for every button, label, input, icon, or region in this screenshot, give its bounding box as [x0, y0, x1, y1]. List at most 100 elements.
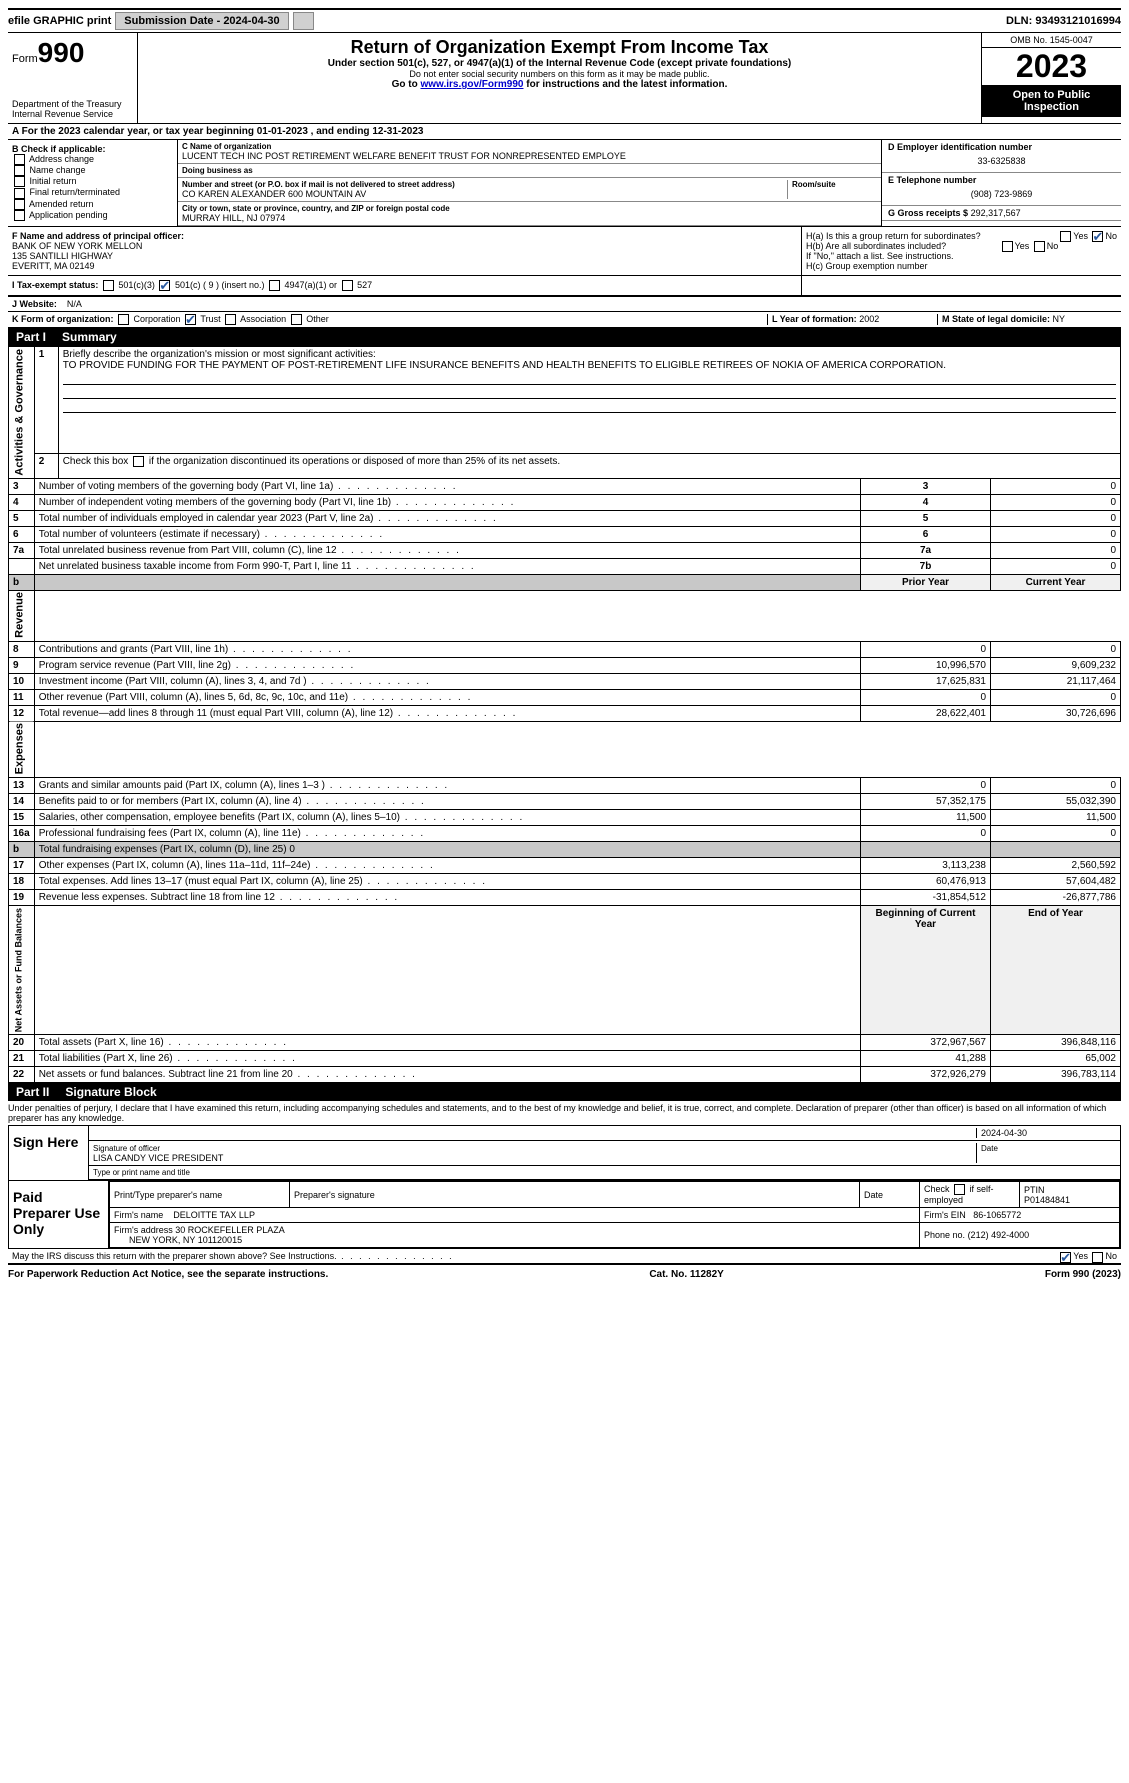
table-row: 9Program service revenue (Part VIII, lin… — [9, 657, 1121, 673]
table-row: bTotal fundraising expenses (Part IX, co… — [9, 842, 1121, 858]
chk-discontinued[interactable] — [133, 456, 144, 467]
table-row: 12Total revenue—add lines 8 through 11 (… — [9, 705, 1121, 721]
signature-declaration: Under penalties of perjury, I declare th… — [8, 1101, 1121, 1125]
page-footer: For Paperwork Reduction Act Notice, see … — [8, 1264, 1121, 1284]
chk-self-employed[interactable] — [954, 1184, 965, 1195]
form-subtitle-3: Go to www.irs.gov/Form990 for instructio… — [146, 79, 973, 90]
table-row: 17Other expenses (Part IX, column (A), l… — [9, 858, 1121, 874]
chk-corp[interactable] — [118, 314, 129, 325]
row-f-h: F Name and address of principal officer:… — [8, 227, 1121, 276]
chk-ha-no[interactable] — [1092, 231, 1103, 242]
omb-number: OMB No. 1545-0047 — [982, 33, 1121, 48]
chk-501c3[interactable] — [103, 280, 114, 291]
chk-other[interactable] — [291, 314, 302, 325]
ptin: P01484841 — [1024, 1195, 1070, 1205]
chk-address-change[interactable] — [14, 154, 25, 165]
chk-assoc[interactable] — [225, 314, 236, 325]
table-row: 15Salaries, other compensation, employee… — [9, 810, 1121, 826]
firm-phone: (212) 492-4000 — [968, 1230, 1030, 1240]
dln-label: DLN: 93493121016994 — [1006, 15, 1121, 27]
table-row: 14Benefits paid to or for members (Part … — [9, 794, 1121, 810]
firm-name: DELOITTE TAX LLP — [173, 1210, 255, 1220]
table-row: 19Revenue less expenses. Subtract line 1… — [9, 890, 1121, 906]
table-row: 20Total assets (Part X, line 16)372,967,… — [9, 1035, 1121, 1051]
year-formation: 2002 — [859, 314, 879, 324]
chk-discuss-no[interactable] — [1092, 1252, 1103, 1263]
firm-addr2: NEW YORK, NY 101120015 — [129, 1235, 242, 1245]
chk-hb-no[interactable] — [1034, 241, 1045, 252]
col-b-checkboxes: B Check if applicable: Address change Na… — [8, 140, 178, 226]
blank-button[interactable] — [293, 12, 314, 30]
table-row: 13Grants and similar amounts paid (Part … — [9, 778, 1121, 794]
table-row: 3Number of voting members of the governi… — [9, 478, 1121, 494]
table-row: 4Number of independent voting members of… — [9, 494, 1121, 510]
form-subtitle-1: Under section 501(c), 527, or 4947(a)(1)… — [146, 58, 973, 69]
chk-4947[interactable] — [269, 280, 280, 291]
officer-addr2: EVERITT, MA 02149 — [12, 261, 797, 271]
form-subtitle-2: Do not enter social security numbers on … — [146, 69, 973, 79]
chk-hb-yes[interactable] — [1002, 241, 1013, 252]
side-netassets: Net Assets or Fund Balances — [9, 906, 35, 1035]
sign-date: 2024-04-30 — [976, 1128, 1116, 1138]
chk-amended-return[interactable] — [14, 199, 25, 210]
table-row: 22Net assets or fund balances. Subtract … — [9, 1067, 1121, 1083]
row-j: J Website: N/A — [8, 297, 1121, 312]
row-a-tax-year: A For the 2023 calendar year, or tax yea… — [8, 124, 1121, 140]
table-row: 8Contributions and grants (Part VIII, li… — [9, 641, 1121, 657]
chk-initial-return[interactable] — [14, 176, 25, 187]
part-1-header: Part ISummary — [8, 328, 1121, 346]
row-k-l-m: K Form of organization: Corporation Trus… — [8, 312, 1121, 328]
irs-label: Internal Revenue Service — [12, 109, 133, 119]
street-address: CO KAREN ALEXANDER 600 MOUNTAIN AV — [182, 189, 787, 199]
chk-trust[interactable] — [185, 314, 196, 325]
discuss-row: May the IRS discuss this return with the… — [8, 1249, 1121, 1264]
col-d-e-g: D Employer identification number 33-6325… — [881, 140, 1121, 226]
table-row: 10Investment income (Part VIII, column (… — [9, 673, 1121, 689]
paid-preparer-block: Paid Preparer Use Only Print/Type prepar… — [8, 1181, 1121, 1249]
table-row: 18Total expenses. Add lines 13–17 (must … — [9, 874, 1121, 890]
identity-grid: B Check if applicable: Address change Na… — [8, 140, 1121, 227]
officer-addr1: 135 SANTILLI HIGHWAY — [12, 251, 797, 261]
table-row: 11Other revenue (Part VIII, column (A), … — [9, 689, 1121, 705]
part-2-header: Part IISignature Block — [8, 1083, 1121, 1101]
ein: 33-6325838 — [888, 152, 1115, 170]
chk-final-return[interactable] — [14, 188, 25, 199]
mission-text: TO PROVIDE FUNDING FOR THE PAYMENT OF PO… — [63, 360, 946, 371]
chk-discuss-yes[interactable] — [1060, 1252, 1071, 1263]
form-number: Form990 — [12, 37, 133, 69]
side-expenses: Expenses — [9, 721, 35, 777]
table-row: 7aTotal unrelated business revenue from … — [9, 542, 1121, 558]
chk-name-change[interactable] — [14, 165, 25, 176]
summary-table: Activities & Governance 1 Briefly descri… — [8, 346, 1121, 1083]
form-title: Return of Organization Exempt From Incom… — [146, 37, 973, 58]
top-bar: efile GRAPHIC print Submission Date - 20… — [8, 8, 1121, 33]
chk-ha-yes[interactable] — [1060, 231, 1071, 242]
chk-application-pending[interactable] — [14, 210, 25, 221]
officer-signature: LISA CANDY VICE PRESIDENT — [93, 1153, 223, 1163]
officer-name: BANK OF NEW YORK MELLON — [12, 241, 797, 251]
chk-501c[interactable] — [159, 280, 170, 291]
dept-treasury: Department of the Treasury — [12, 99, 133, 109]
firm-addr1: 30 ROCKEFELLER PLAZA — [175, 1225, 285, 1235]
table-row: Net unrelated business taxable income fr… — [9, 558, 1121, 574]
chk-527[interactable] — [342, 280, 353, 291]
tax-year: 2023 — [982, 48, 1121, 85]
sign-here-block: Sign Here 2024-04-30 Signature of office… — [8, 1125, 1121, 1181]
col-c-org-info: C Name of organization LUCENT TECH INC P… — [178, 140, 881, 226]
table-row: 5Total number of individuals employed in… — [9, 510, 1121, 526]
table-row: 16aProfessional fundraising fees (Part I… — [9, 826, 1121, 842]
table-row: 6Total number of volunteers (estimate if… — [9, 526, 1121, 542]
side-revenue: Revenue — [9, 590, 35, 641]
form-header: Form990 Department of the Treasury Inter… — [8, 33, 1121, 124]
gross-receipts: 292,317,567 — [971, 208, 1021, 218]
row-i-j: I Tax-exempt status: 501(c)(3) 501(c) ( … — [8, 276, 1121, 297]
efile-label: efile GRAPHIC print — [8, 15, 111, 27]
irs-link[interactable]: www.irs.gov/Form990 — [420, 79, 523, 90]
firm-ein: 86-1065772 — [973, 1210, 1021, 1220]
table-row: 21Total liabilities (Part X, line 26)41,… — [9, 1051, 1121, 1067]
website: N/A — [67, 299, 82, 309]
org-name: LUCENT TECH INC POST RETIREMENT WELFARE … — [182, 151, 877, 161]
state-domicile: NY — [1053, 314, 1066, 324]
submission-date-button[interactable]: Submission Date - 2024-04-30 — [115, 12, 288, 30]
open-to-public: Open to Public Inspection — [982, 85, 1121, 117]
